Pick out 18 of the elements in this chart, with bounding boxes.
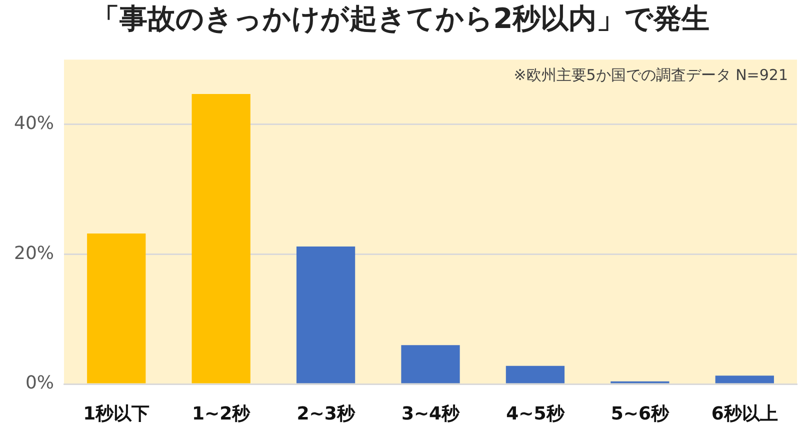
x-tick-label: 6秒以上	[711, 403, 778, 424]
x-tick-label: 2~3秒	[296, 403, 356, 424]
x-tick-label: 3~4秒	[401, 403, 461, 424]
x-tick-label: 5~6秒	[610, 403, 670, 424]
x-tick-label: 1秒以下	[83, 403, 150, 424]
x-tick-label: 1~2秒	[192, 403, 252, 424]
y-tick-label: 20%	[14, 242, 54, 264]
bar	[296, 246, 356, 384]
y-tick-label: 0%	[25, 372, 54, 394]
bar	[715, 376, 774, 384]
bar	[192, 94, 250, 384]
bar	[401, 345, 460, 384]
bar	[506, 366, 565, 384]
annotation: ※欧州主要5か国での調査データ N=921	[514, 66, 788, 84]
bar	[87, 233, 146, 384]
y-tick-label: 40%	[14, 113, 54, 134]
chart-title: 「事故のきっかけが起きてから2秒以内」で発生	[91, 2, 710, 36]
x-tick-label: 4~5秒	[506, 403, 566, 424]
